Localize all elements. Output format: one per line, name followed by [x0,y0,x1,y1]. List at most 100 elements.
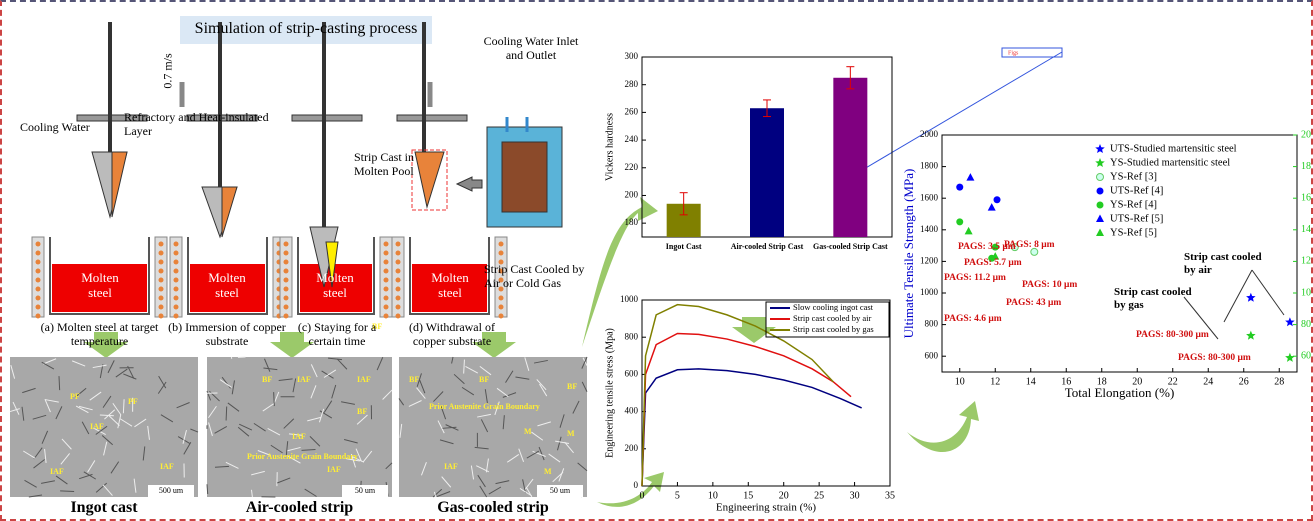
point [956,218,963,225]
legend-label: Strip cast cooled by gas [793,324,874,334]
texture [207,484,208,494]
coil-dot [396,269,401,274]
y2-tick-label: 2000 [1301,129,1311,140]
texture [59,376,60,390]
x-tick-label: 28 [1274,376,1284,387]
coil-dot [159,287,164,292]
coil-dot [396,287,401,292]
texture [226,406,227,420]
y-axis-label: Vickers hardness [604,113,615,181]
x-tick-label: 0 [640,490,645,501]
point [965,227,973,235]
point [1097,202,1104,209]
y2-tick-label: 600 [1301,350,1311,361]
y-tick-label: 0 [634,480,639,490]
coil-dot [384,242,389,247]
legend-label: UTS-Ref [5] [1110,213,1163,224]
caption: Air-cooled strip [207,499,392,517]
coil-dot [396,296,401,301]
y-tick-label: 2000 [920,129,939,139]
caption: Gas-cooled strip [399,499,587,517]
legend-label: UTS-Ref [4] [1110,185,1163,196]
y-tick-label: 1600 [920,192,939,202]
coil-dot [174,305,179,310]
canvas: Figs 500 umPFPFIAFIAFIAF50 umBFIAFIAFBFI… [2,2,1311,519]
x-tick-label: 5 [675,490,680,501]
coil-dot [384,269,389,274]
coil-dot [284,251,289,256]
connector [842,52,1062,182]
y-tick-label: 220 [625,162,639,172]
coil-dot [159,278,164,283]
phase-label: IAF [50,467,64,476]
point [1285,353,1295,362]
x-tick-label: 24 [1203,376,1213,387]
coil-dot [499,314,504,319]
y-tick-label: 800 [925,319,939,329]
x-tick-label: 10 [708,490,718,501]
coil-dot [174,296,179,301]
point [1246,331,1256,340]
coil-dot [36,269,41,274]
step: (d) Withdrawal of copper substrate [392,320,512,348]
coil-dot [36,278,41,283]
x-tick-label: 25 [814,490,824,501]
figs-label: Figs [1008,50,1019,56]
x-tick-label: Ingot Cast [666,242,702,251]
annotation-pointer [1252,270,1284,315]
coil-dot [384,278,389,283]
coil-dot [159,296,164,301]
phase-label: IAF [292,432,306,441]
coil-dot [159,305,164,310]
y-tick-label: 1400 [920,224,939,234]
coil-dot [284,269,289,274]
legend-label: YS-Ref [3] [1110,171,1157,182]
coil-dot [159,260,164,265]
coil-dot [284,314,289,319]
phase-label: IAF [327,465,341,474]
y2-tick-label: 1000 [1301,287,1311,298]
coil-dot [499,242,504,247]
coil-dot [384,314,389,319]
coil-dot [384,251,389,256]
y2-tick-label: 1600 [1301,192,1311,203]
x-tick-label: 20 [779,490,789,501]
y-tick-label: 200 [625,443,639,453]
coil-dot [384,260,389,265]
y-tick-label: 400 [625,406,639,416]
phase-label: M [544,467,552,476]
phase-label: BF [409,375,419,384]
scale-bar: 50 um [550,486,571,495]
coil-dot [174,278,179,283]
coil-dot [396,260,401,265]
x-tick-label: 14 [1026,376,1036,387]
bar [833,78,867,237]
phase-label: IAF [444,462,458,471]
coil-dot [36,314,41,319]
phase-label: Prior Austenite Grain Boundary [429,402,540,411]
point [1097,188,1104,195]
phase-label: IAF [90,422,104,431]
x-axis-label: Total Elongation (%) [1065,385,1175,400]
coil-dot [396,314,401,319]
y-axis-label: Ultimate Tensile Strength (MPa) [901,169,916,339]
point [1097,174,1104,181]
phase-label: M [567,429,575,438]
point [994,196,1001,203]
bar [750,108,784,237]
x-tick-label: Air-cooled Strip Cast [731,242,804,251]
scale-bar: 500 um [159,486,184,495]
legend-label: YS-Ref [4] [1110,199,1157,210]
x-tick-label: 12 [990,376,1000,387]
y-tick-label: 180 [625,217,639,227]
y-tick-label: 300 [625,51,639,61]
legend-label: Strip cast cooled by air [793,313,872,323]
label: Strip Cast in Molten Pool [354,150,449,178]
point [966,173,974,181]
phase-label: IAF [357,375,371,384]
coil-dot [284,260,289,265]
annotation: Strip cast cooledby air [1184,251,1262,276]
label: Refractory and Heat-insulated Layer [124,110,274,138]
caption: Ingot cast [10,499,198,517]
coil-dot [159,314,164,319]
